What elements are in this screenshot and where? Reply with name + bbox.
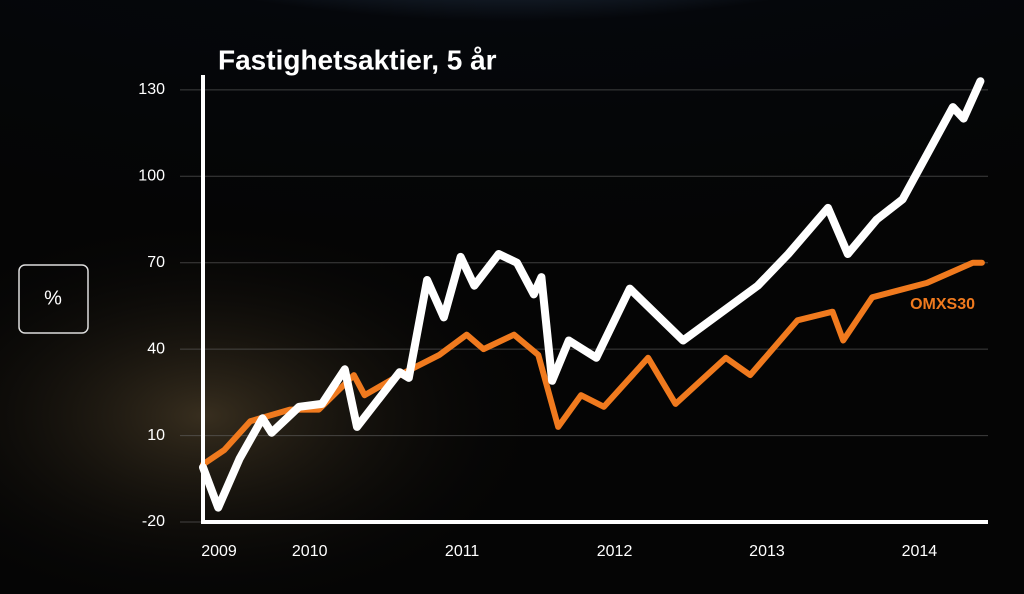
y-tick-label: 100	[138, 167, 165, 184]
data-line	[199, 77, 985, 512]
x-tick-label: 2011	[445, 543, 480, 560]
x-tick-label: 2009	[201, 543, 237, 560]
y-tick-label: 40	[147, 340, 165, 357]
x-tick-label: 2012	[597, 543, 633, 560]
series-label: OMXS30	[910, 296, 975, 313]
y-tick-label: 70	[147, 254, 165, 271]
y-axis-label: %	[44, 287, 62, 309]
x-tick-label: 2010	[292, 543, 328, 560]
y-tick-label: -20	[142, 513, 165, 530]
y-tick-label: 130	[138, 81, 165, 98]
chart-title: Fastighetsaktier, 5 år	[218, 44, 497, 75]
y-tick-label: 10	[147, 427, 165, 444]
x-tick-label: 2014	[902, 543, 938, 560]
y-label-box	[18, 264, 89, 334]
x-tick-label: 2013	[749, 543, 785, 560]
